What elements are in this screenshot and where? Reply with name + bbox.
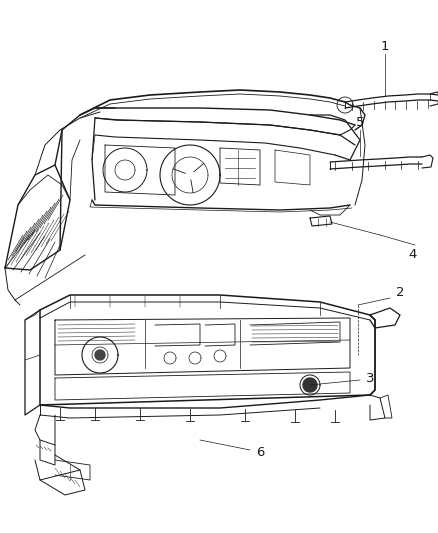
- Polygon shape: [95, 350, 105, 360]
- Text: 1: 1: [381, 41, 389, 53]
- Text: 5: 5: [356, 117, 364, 130]
- Text: 3: 3: [366, 372, 374, 384]
- Text: 4: 4: [409, 248, 417, 262]
- Text: 2: 2: [396, 287, 404, 300]
- Text: 6: 6: [256, 446, 264, 458]
- Polygon shape: [303, 378, 317, 392]
